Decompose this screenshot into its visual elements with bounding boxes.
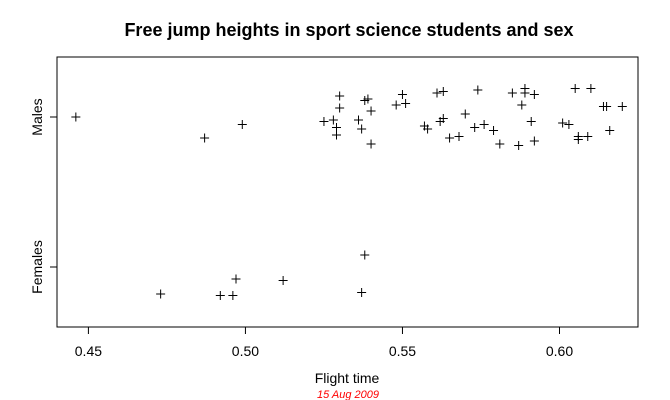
data-point-males <box>366 106 376 116</box>
data-point-females <box>278 276 288 285</box>
data-point-males <box>617 102 627 111</box>
data-point-males <box>570 84 580 93</box>
data-point-males <box>445 133 455 143</box>
x-axis-label: Flight time <box>315 370 380 386</box>
data-point-females <box>360 250 370 260</box>
data-point-males <box>357 124 367 134</box>
data-points <box>71 84 627 300</box>
x-axis: 0.45 0.50 0.55 0.60 <box>75 326 573 359</box>
data-point-males <box>583 132 593 141</box>
data-point-males <box>353 115 363 125</box>
data-point-males <box>479 120 489 129</box>
data-point-males <box>454 132 464 141</box>
data-point-males <box>473 85 483 95</box>
data-point-males <box>200 133 210 143</box>
y-axis: Females Males <box>29 98 58 294</box>
data-point-females <box>215 291 225 300</box>
data-point-males <box>391 100 401 110</box>
data-point-males <box>432 88 442 98</box>
data-point-males <box>335 91 345 101</box>
date-annotation: 15 Aug 2009 <box>317 389 379 400</box>
data-point-males <box>237 120 247 129</box>
x-tick-label: 0.45 <box>75 343 102 359</box>
data-point-males <box>319 117 329 126</box>
data-point-males <box>397 90 407 99</box>
data-point-males <box>517 100 527 110</box>
data-point-males <box>438 87 448 96</box>
chart-title: Free jump heights in sport science stude… <box>124 20 573 40</box>
data-point-males <box>438 114 448 123</box>
data-point-males <box>470 123 480 132</box>
data-point-males <box>460 109 470 119</box>
data-point-males <box>514 141 524 150</box>
data-point-males <box>335 103 345 113</box>
x-tick-label: 0.50 <box>232 343 259 359</box>
data-point-males <box>363 94 373 104</box>
data-point-males <box>520 88 530 98</box>
data-point-males <box>495 139 505 149</box>
x-tick-label: 0.55 <box>389 343 416 359</box>
data-point-males <box>507 88 517 98</box>
data-point-males <box>423 124 433 134</box>
data-point-males <box>526 117 536 126</box>
data-point-females <box>231 274 241 284</box>
data-point-males <box>573 135 583 144</box>
data-point-males <box>602 102 612 111</box>
data-point-males <box>558 118 568 128</box>
data-point-females <box>357 288 367 297</box>
data-point-males <box>586 84 596 93</box>
y-tick-label-females: Females <box>29 240 45 294</box>
data-point-males <box>366 139 376 149</box>
data-point-males <box>489 126 499 135</box>
data-point-males <box>529 90 539 99</box>
x-tick-label: 0.60 <box>546 343 573 359</box>
data-point-males <box>564 120 574 129</box>
data-point-males <box>529 136 539 146</box>
data-point-males <box>605 126 615 135</box>
data-point-males <box>401 99 411 108</box>
data-point-males <box>332 130 342 140</box>
data-point-males <box>328 115 338 125</box>
y-tick-label-males: Males <box>29 98 45 135</box>
data-point-males <box>71 112 81 122</box>
data-point-females <box>228 291 238 300</box>
data-point-females <box>156 289 166 299</box>
plot-frame <box>56 56 639 328</box>
